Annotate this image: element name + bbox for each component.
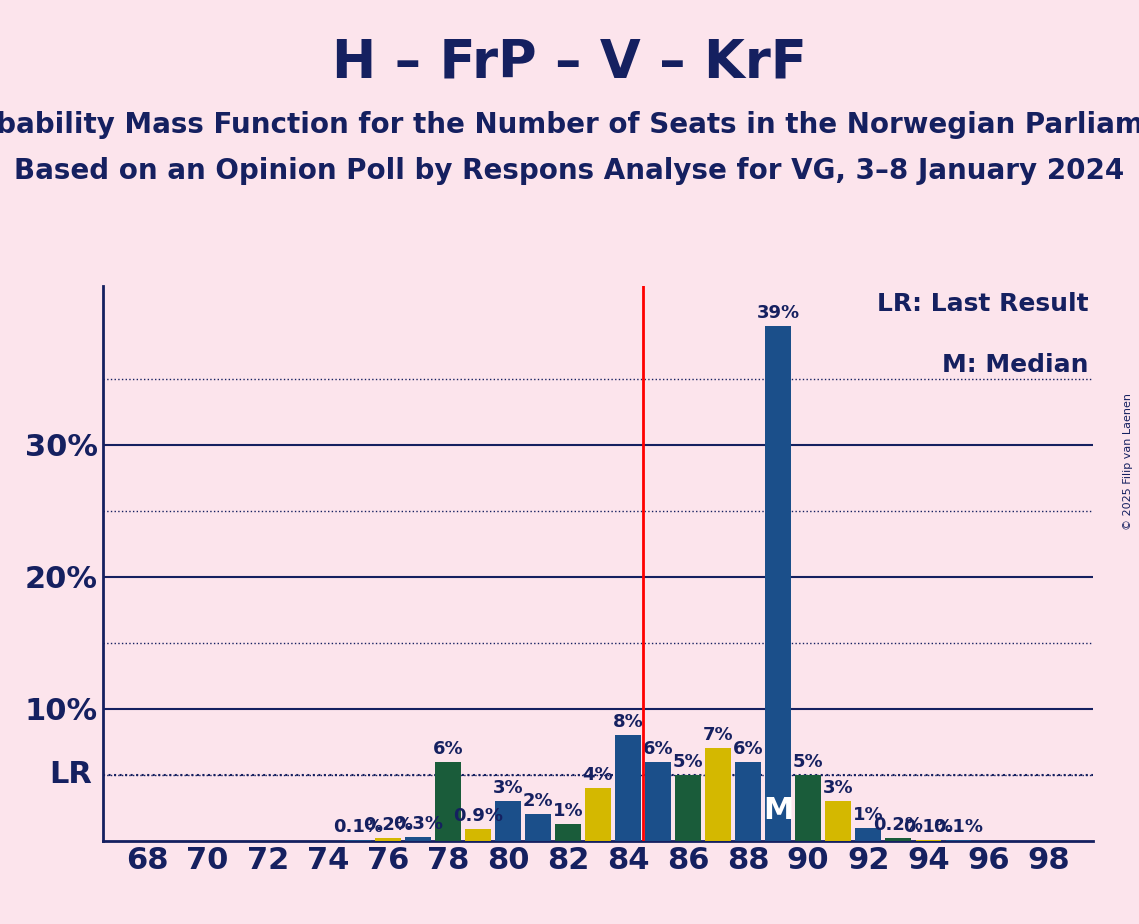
Text: 0.1%: 0.1% [333,818,383,835]
Bar [855,828,880,841]
Text: 39%: 39% [756,304,800,322]
Bar [885,838,911,841]
Bar [405,837,431,841]
Bar [705,748,731,841]
Text: 0.2%: 0.2% [363,816,412,834]
Bar [765,326,790,841]
Text: H – FrP – V – KrF: H – FrP – V – KrF [333,37,806,89]
Bar [916,840,941,841]
Bar [525,814,550,841]
Bar [375,838,401,841]
Text: 0.2%: 0.2% [874,816,924,834]
Bar [736,761,761,841]
Text: 3%: 3% [822,779,853,797]
Bar [345,840,370,841]
Text: 0.3%: 0.3% [393,815,443,833]
Text: 6%: 6% [732,740,763,758]
Text: 2%: 2% [523,793,554,810]
Text: LR: Last Result: LR: Last Result [877,292,1089,316]
Text: 7%: 7% [703,726,734,745]
Text: 8%: 8% [613,713,644,731]
Bar [945,840,972,841]
Text: Probability Mass Function for the Number of Seats in the Norwegian Parliament: Probability Mass Function for the Number… [0,111,1139,139]
Bar [795,775,821,841]
Text: 6%: 6% [433,740,464,758]
Text: 0.9%: 0.9% [453,807,502,825]
Bar [495,801,521,841]
Bar [435,761,460,841]
Text: 5%: 5% [793,753,823,771]
Bar [585,788,611,841]
Text: 0.1%: 0.1% [903,818,953,835]
Text: M: M [763,796,794,825]
Bar [555,823,581,841]
Text: 1%: 1% [552,802,583,820]
Text: 5%: 5% [673,753,704,771]
Text: LR: LR [50,760,92,789]
Bar [646,761,671,841]
Text: M: Median: M: Median [942,353,1089,377]
Text: Based on an Opinion Poll by Respons Analyse for VG, 3–8 January 2024: Based on an Opinion Poll by Respons Anal… [15,157,1124,185]
Text: 6%: 6% [642,740,673,758]
Text: 1%: 1% [853,806,884,823]
Bar [675,775,700,841]
Text: © 2025 Filip van Laenen: © 2025 Filip van Laenen [1123,394,1133,530]
Bar [826,801,851,841]
Bar [615,736,641,841]
Bar [465,829,491,841]
Text: 4%: 4% [583,766,613,784]
Text: 3%: 3% [492,779,523,797]
Text: 0.1%: 0.1% [933,818,983,835]
